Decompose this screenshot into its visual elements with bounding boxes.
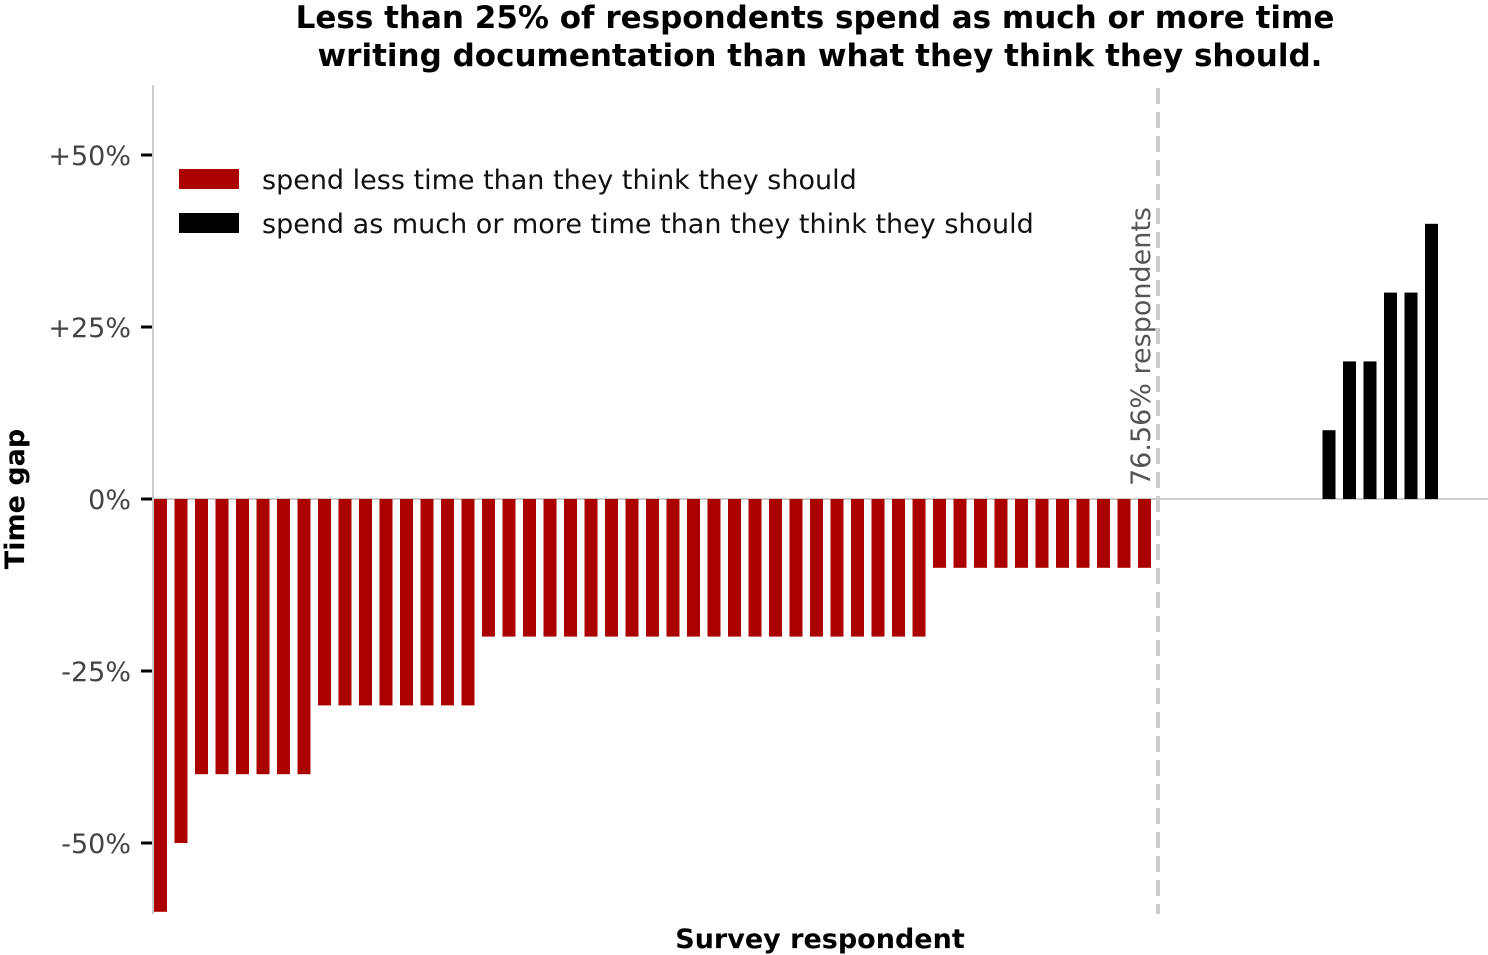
y-tick-label: -25%: [61, 657, 131, 688]
bar-less-time: [1056, 499, 1069, 568]
y-tick-label: +50%: [48, 141, 131, 172]
bar-less-time: [994, 499, 1008, 568]
bar-less-time: [728, 499, 741, 637]
bar-less-time: [379, 499, 393, 706]
bar-more-time: [1363, 361, 1377, 499]
bar-less-time: [338, 499, 352, 706]
bar-less-time: [256, 499, 270, 775]
bar-less-time: [584, 499, 598, 637]
bar-less-time: [912, 499, 926, 637]
bar-less-time: [851, 499, 864, 637]
bar-less-time: [1035, 499, 1049, 568]
bar-less-time: [892, 499, 905, 637]
bar-less-time: [1138, 499, 1151, 568]
bar-less-time: [215, 499, 229, 775]
bar-less-time: [543, 499, 557, 637]
bar-less-time: [974, 499, 987, 568]
bar-less-time: [195, 499, 208, 775]
bar-less-time: [318, 499, 331, 706]
bar-less-time: [441, 499, 454, 706]
bar-more-time: [1425, 223, 1438, 500]
legend-swatch-red: [179, 169, 239, 189]
bar-less-time: [748, 499, 762, 637]
bar-less-time: [666, 499, 680, 637]
bar-less-time: [810, 499, 823, 637]
bar-more-time: [1384, 292, 1397, 499]
legend-label-red: spend less time than they think they sho…: [262, 165, 857, 196]
bar-less-time: [523, 499, 536, 637]
y-tick-label: 0%: [88, 485, 131, 516]
bar-less-time: [461, 499, 475, 706]
bar-less-time: [297, 499, 311, 775]
bar-less-time: [789, 499, 803, 637]
bar-less-time: [707, 499, 721, 637]
bar-less-time: [564, 499, 577, 637]
bar-less-time: [420, 499, 434, 706]
chart-title-line-2: writing documentation than what they thi…: [318, 38, 1323, 74]
bar-less-time: [1117, 499, 1131, 568]
bar-less-time: [625, 499, 639, 637]
bar-less-time: [1015, 499, 1028, 568]
legend-label-black: spend as much or more time than they thi…: [262, 209, 1034, 240]
bar-less-time: [359, 499, 372, 706]
bar-more-time: [1343, 361, 1356, 499]
bar-less-time: [953, 499, 967, 568]
bar-less-time: [502, 499, 516, 637]
threshold-annotation: 76.56% respondents: [1126, 207, 1157, 486]
bar-less-time: [769, 499, 782, 637]
bar-less-time: [1097, 499, 1110, 568]
bar-more-time: [1404, 292, 1418, 499]
bar-less-time: [154, 499, 167, 912]
bar-less-time: [605, 499, 618, 637]
bar-less-time: [1076, 499, 1090, 568]
y-tick-label: +25%: [48, 313, 131, 344]
bar-less-time: [277, 499, 290, 775]
y-axis-label: Time gap: [0, 429, 31, 569]
x-axis-label: Survey respondent: [675, 924, 965, 955]
bar-less-time: [830, 499, 844, 637]
bar-less-time: [871, 499, 885, 637]
bar-less-time: [687, 499, 700, 637]
legend-swatch-black: [179, 213, 239, 233]
bar-less-time: [646, 499, 659, 637]
chart-title-line-1: Less than 25% of respondents spend as mu…: [296, 0, 1335, 36]
bar-less-time: [174, 499, 188, 843]
bar-less-time: [236, 499, 249, 775]
bar-less-time: [482, 499, 495, 637]
y-tick-label: -50%: [61, 829, 131, 860]
bar-less-time: [933, 499, 946, 568]
bar-more-time: [1322, 430, 1336, 499]
bar-less-time: [400, 499, 413, 706]
